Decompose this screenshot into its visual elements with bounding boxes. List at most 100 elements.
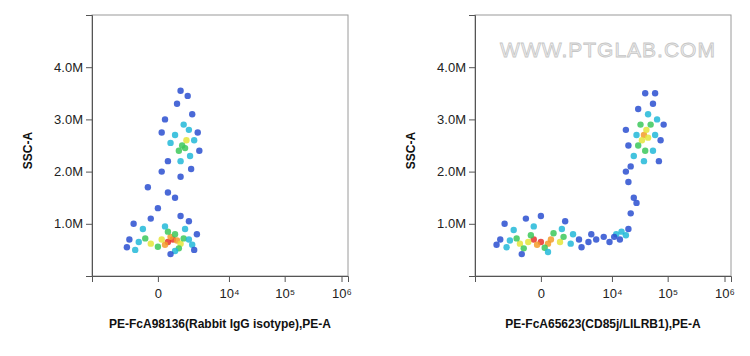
point bbox=[625, 179, 631, 185]
point bbox=[585, 239, 591, 245]
y-tick: 4.0M bbox=[437, 60, 475, 75]
point bbox=[562, 218, 568, 224]
point bbox=[182, 226, 188, 232]
y-tick: 2.0M bbox=[54, 164, 92, 179]
point bbox=[650, 148, 656, 154]
y-tick-label: 3.0M bbox=[437, 112, 466, 127]
y-tick: 1.0M bbox=[54, 216, 92, 231]
point bbox=[654, 116, 660, 122]
y-axis: 1.0M 2.0M 3.0M 4.0M bbox=[437, 16, 475, 277]
point bbox=[528, 232, 534, 238]
y-tick: 2.0M bbox=[437, 164, 475, 179]
point bbox=[186, 127, 192, 133]
point bbox=[177, 213, 183, 219]
x-axis-title: PE-FcA98136(Rabbit IgG isotype),PE-A bbox=[109, 317, 331, 331]
x-axis-line bbox=[93, 277, 349, 283]
y-axis-line bbox=[86, 16, 93, 277]
x-tick: 10⁶ bbox=[715, 276, 735, 301]
point bbox=[176, 148, 182, 154]
point bbox=[167, 251, 173, 257]
point bbox=[652, 132, 658, 138]
x-tick: 10⁵ bbox=[275, 276, 295, 301]
point bbox=[647, 121, 653, 127]
point bbox=[188, 166, 194, 172]
x-tick-mark bbox=[541, 276, 542, 282]
x-tick-mark bbox=[342, 276, 343, 282]
x-tick-mark bbox=[229, 276, 230, 282]
x-tick-mark bbox=[725, 276, 726, 282]
y-tick-mark bbox=[86, 172, 92, 173]
y-tick-label: 3.0M bbox=[54, 112, 83, 127]
y-tick-mark bbox=[469, 119, 475, 120]
x-tick-label: 10⁵ bbox=[275, 286, 295, 301]
y-tick: 3.0M bbox=[54, 112, 92, 127]
point bbox=[531, 223, 537, 229]
point bbox=[159, 236, 165, 242]
x-axis: 0 10⁴ 10⁵ 10⁶ bbox=[476, 276, 735, 301]
point bbox=[570, 231, 576, 237]
point bbox=[588, 231, 594, 237]
figure: 0 10⁴ 10⁵ 10⁶ 1.0M 2.0M 3.0M 4.0M PE-FcA98136(Ra… bbox=[0, 0, 750, 356]
point bbox=[534, 241, 540, 247]
y-tick: 3.0M bbox=[437, 112, 475, 127]
x-axis-title: PE-FcA65623(CD85j/LILRB1),PE-A bbox=[505, 317, 701, 331]
point bbox=[617, 236, 623, 242]
points bbox=[124, 87, 203, 257]
point bbox=[576, 236, 582, 242]
point bbox=[645, 111, 651, 117]
point bbox=[641, 158, 647, 164]
point bbox=[177, 87, 183, 93]
point bbox=[550, 230, 556, 236]
y-tick-mark bbox=[86, 119, 92, 120]
point bbox=[126, 236, 132, 242]
x-axis: 010⁴10⁵10⁶ bbox=[93, 276, 352, 301]
point bbox=[191, 247, 197, 253]
point bbox=[503, 244, 509, 250]
y-axis-title: SSC-A bbox=[404, 132, 418, 170]
point bbox=[162, 116, 168, 122]
point bbox=[148, 240, 154, 246]
point bbox=[639, 137, 645, 143]
x-tick-label: 10⁵ bbox=[658, 286, 678, 301]
point bbox=[633, 132, 639, 138]
point bbox=[525, 239, 531, 245]
point bbox=[130, 221, 136, 227]
point bbox=[545, 249, 551, 255]
point bbox=[650, 101, 656, 107]
point bbox=[177, 158, 183, 164]
point bbox=[180, 121, 186, 127]
point bbox=[194, 231, 200, 237]
point bbox=[645, 134, 651, 140]
point bbox=[497, 236, 503, 242]
point bbox=[501, 221, 507, 227]
x-tick-mark bbox=[668, 276, 669, 282]
point bbox=[623, 232, 629, 238]
y-tick: 4.0M bbox=[54, 60, 92, 75]
point bbox=[140, 226, 146, 232]
point bbox=[631, 153, 637, 159]
point bbox=[124, 244, 130, 250]
x-tick: 0 bbox=[538, 276, 545, 301]
plot-frame bbox=[92, 15, 348, 276]
point bbox=[493, 241, 499, 247]
point bbox=[567, 240, 573, 246]
point bbox=[642, 90, 648, 96]
point bbox=[628, 210, 634, 216]
point bbox=[538, 213, 544, 219]
point bbox=[523, 215, 529, 221]
point bbox=[652, 90, 658, 96]
point bbox=[172, 195, 178, 201]
point bbox=[625, 142, 631, 148]
point bbox=[172, 231, 178, 237]
x-tick-label: 10⁴ bbox=[219, 286, 239, 301]
x-tick-label: 10⁴ bbox=[602, 286, 622, 301]
y-tick: 1.0M bbox=[437, 216, 475, 231]
point bbox=[606, 239, 612, 245]
point bbox=[633, 200, 639, 206]
point bbox=[159, 129, 165, 135]
x-tick-label: 10⁶ bbox=[332, 286, 352, 301]
point bbox=[578, 244, 584, 250]
point bbox=[628, 163, 634, 169]
point bbox=[559, 226, 565, 232]
point bbox=[560, 234, 566, 240]
